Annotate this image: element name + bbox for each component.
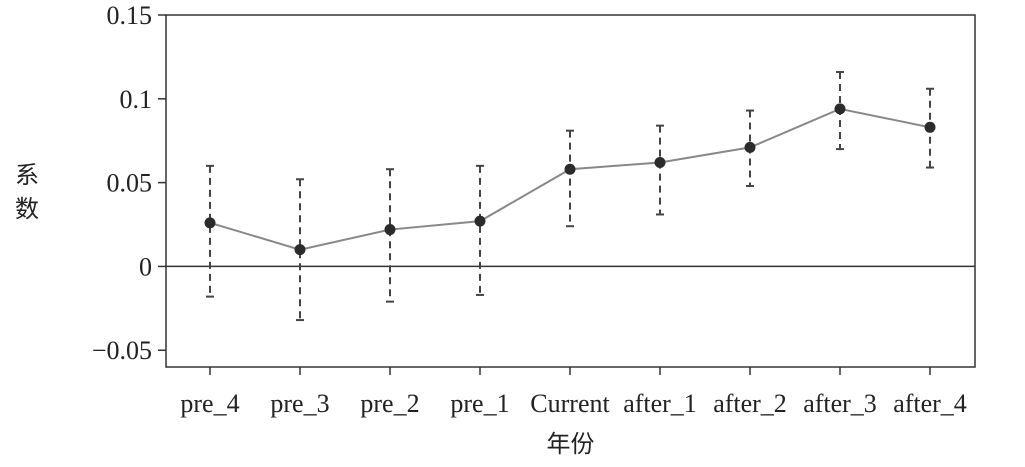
x-tick-label: pre_2 xyxy=(360,389,419,418)
x-tick-label: Current xyxy=(530,389,610,418)
data-point xyxy=(564,163,576,175)
data-point xyxy=(294,244,306,256)
x-tick-label: after_3 xyxy=(803,389,877,418)
x-tick-label: pre_3 xyxy=(270,389,329,418)
x-tick-label: pre_4 xyxy=(180,389,239,418)
data-point xyxy=(474,215,486,227)
x-tick-label: after_1 xyxy=(623,389,697,418)
data-point xyxy=(384,224,396,236)
data-point xyxy=(744,141,756,153)
y-tick-label: 0 xyxy=(139,252,152,281)
y-axis-title-char: 系 xyxy=(15,161,39,189)
y-axis-title: 系数 xyxy=(15,161,39,223)
y-tick-label: 0.1 xyxy=(120,85,153,114)
x-tick-label: after_4 xyxy=(893,389,967,418)
data-point xyxy=(204,217,216,229)
data-point xyxy=(654,157,666,169)
data-point xyxy=(834,103,846,115)
data-point xyxy=(924,121,936,133)
x-axis-title: 年份 xyxy=(547,430,595,458)
y-tick-label: 0.15 xyxy=(107,1,153,30)
y-axis-title-char: 数 xyxy=(15,195,39,223)
x-tick-label: pre_1 xyxy=(450,389,509,418)
x-tick-label: after_2 xyxy=(713,389,787,418)
y-tick-label: −0.05 xyxy=(92,336,152,365)
y-tick-label: 0.05 xyxy=(107,169,153,198)
